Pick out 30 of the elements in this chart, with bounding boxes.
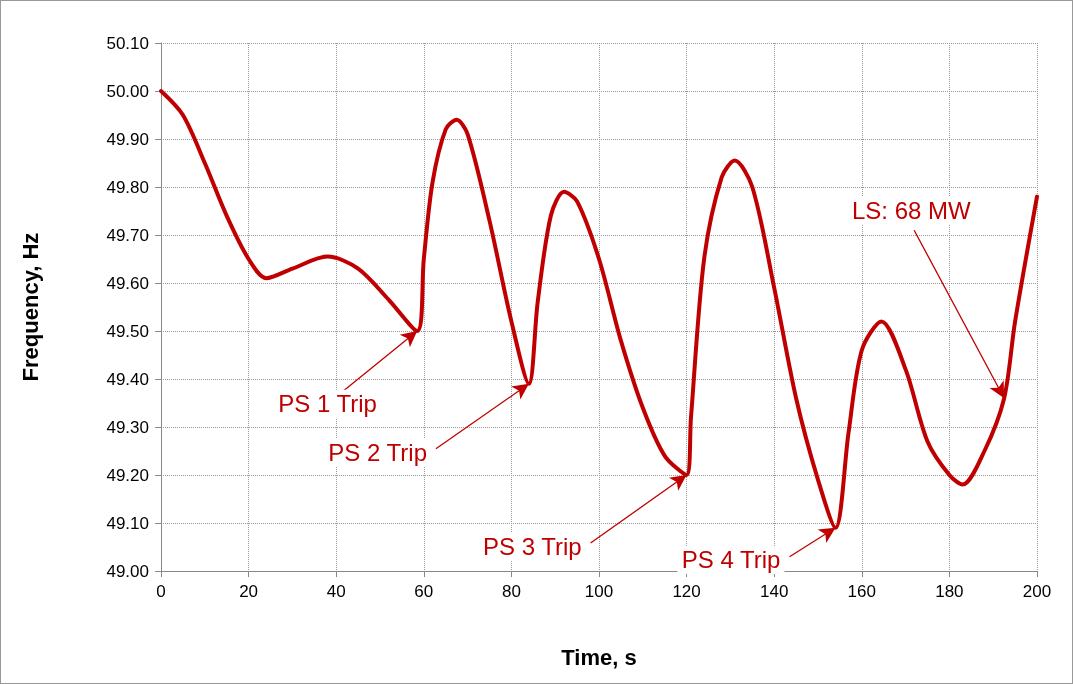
- y-tick-label: 49.20: [106, 465, 149, 485]
- x-tick-label: 100: [584, 582, 614, 601]
- x-tick-label: 200: [1022, 582, 1052, 601]
- annotation: PS 2 Trip: [328, 438, 427, 466]
- y-tick-label: 49.50: [106, 321, 149, 341]
- x-tick-label: 180: [935, 582, 964, 601]
- y-tick-label: 49.10: [106, 513, 149, 533]
- x-tick-label: 80: [501, 582, 521, 601]
- x-tick-label: 60: [414, 582, 434, 601]
- y-tick-label: 49.00: [106, 561, 149, 581]
- y-tick-label: 49.90: [106, 129, 149, 149]
- x-tick-label: 140: [760, 582, 789, 601]
- x-tick-label: 40: [326, 582, 346, 601]
- y-tick-label: 49.70: [106, 225, 149, 245]
- annotation: LS: 68 MW: [851, 197, 972, 225]
- x-tick-label: 120: [672, 582, 701, 601]
- y-tick-label: 49.30: [106, 417, 149, 437]
- y-tick-label: 49.60: [106, 273, 149, 293]
- y-tick-label: 50.10: [106, 33, 149, 53]
- x-tick-label: 20: [239, 582, 259, 601]
- annotation: PS 4 Trip: [681, 546, 781, 574]
- y-tick-label: 49.80: [106, 177, 149, 197]
- y-tick-label: 50.00: [106, 81, 149, 101]
- annotation: PS 3 Trip: [482, 532, 582, 560]
- y-axis-title: Frequency, Hz: [17, 232, 43, 382]
- y-tick-label: 49.40: [106, 369, 149, 389]
- x-axis-title: Time, s: [561, 644, 637, 670]
- annotation: PS 1 Trip: [278, 390, 377, 418]
- x-tick-label: 160: [847, 582, 876, 601]
- x-tick-label: 0: [156, 582, 166, 601]
